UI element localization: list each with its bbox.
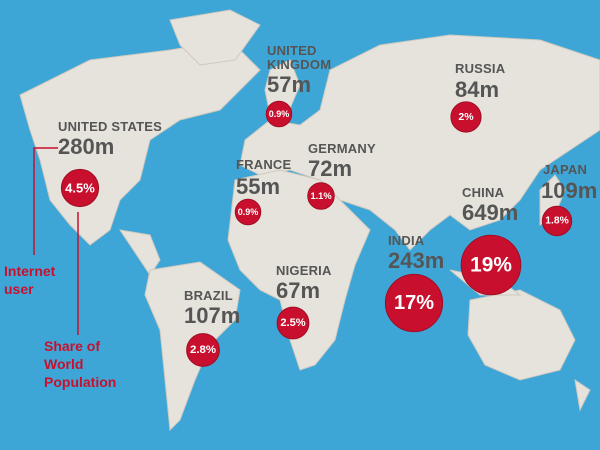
country-name: RUSSIA bbox=[455, 61, 506, 76]
country-name: UNITED STATES bbox=[58, 119, 162, 134]
internet-users: 55m bbox=[236, 174, 281, 199]
share-circle bbox=[276, 306, 310, 340]
share-label: 2.5% bbox=[280, 317, 305, 329]
share-label: 2% bbox=[458, 111, 474, 123]
internet-users: 280m bbox=[58, 134, 115, 159]
share-label: 2.8% bbox=[190, 344, 216, 356]
country-name: INDIA bbox=[388, 233, 425, 248]
legend-lines bbox=[33, 147, 79, 335]
internet-users: 243m bbox=[388, 248, 445, 273]
share-circle bbox=[460, 234, 522, 296]
country-name: UNITED KINGDOM bbox=[267, 43, 332, 72]
legend-users: Internet user bbox=[4, 263, 56, 297]
share-circle bbox=[450, 101, 482, 133]
internet-users: 84m bbox=[455, 77, 500, 102]
internet-users: 72m bbox=[308, 156, 353, 181]
share-circles: 4.5% 0.9% 0.9% 1.1% 2% 1.8% 19% 17% 2.5% 2.8% bbox=[60, 100, 573, 367]
share-circle bbox=[60, 168, 100, 208]
legend-share: Share of World Population bbox=[44, 338, 117, 390]
share-label: 1.1% bbox=[310, 191, 331, 201]
internet-users: 649m bbox=[462, 200, 519, 225]
internet-users: 107m bbox=[184, 303, 241, 328]
country-name: JAPAN bbox=[543, 162, 588, 177]
share-label: 17% bbox=[394, 292, 434, 314]
share-label: 4.5% bbox=[65, 181, 95, 196]
country-name: BRAZIL bbox=[184, 288, 233, 303]
share-circle bbox=[307, 182, 335, 210]
share-circle bbox=[186, 333, 220, 367]
country-name: GERMANY bbox=[308, 141, 376, 156]
share-label: 0.9% bbox=[238, 207, 259, 217]
country-name: CHINA bbox=[462, 185, 505, 200]
share-label: 0.9% bbox=[269, 109, 290, 119]
internet-users: 67m bbox=[276, 278, 321, 303]
internet-users: 57m bbox=[267, 72, 312, 97]
share-circle bbox=[384, 273, 444, 333]
share-circle bbox=[265, 100, 293, 128]
legend-connector bbox=[33, 147, 58, 255]
country-name: NIGERIA bbox=[276, 263, 332, 278]
share-circle bbox=[234, 198, 262, 226]
share-label: 1.8% bbox=[545, 216, 568, 227]
share-circle bbox=[541, 205, 573, 237]
share-label: 19% bbox=[470, 254, 512, 277]
country-name: FRANCE bbox=[236, 157, 292, 172]
internet-users: 109m bbox=[541, 178, 598, 203]
